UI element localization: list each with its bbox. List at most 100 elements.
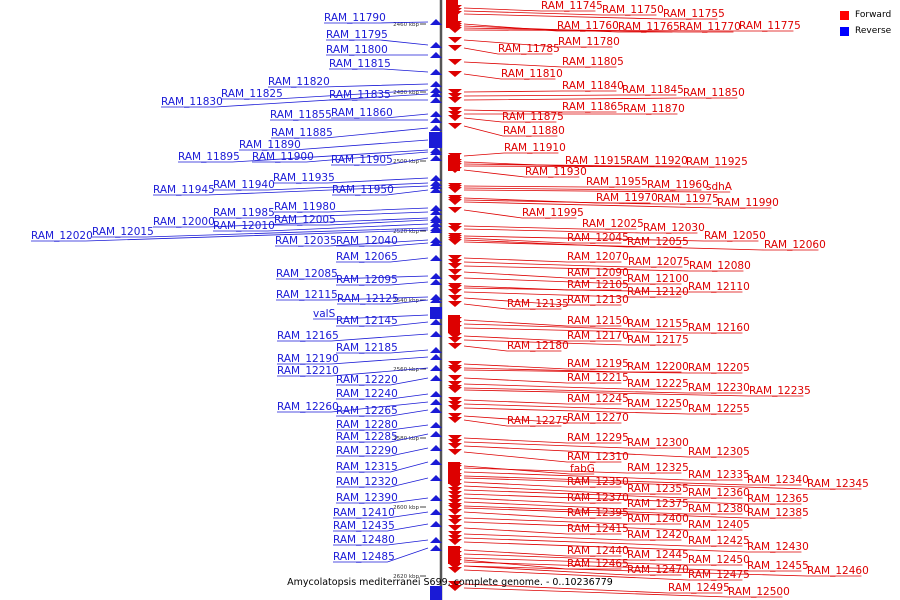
forward-label-connector [463, 7, 596, 12]
forward-gene-arrow [448, 397, 462, 403]
forward-gene-label: RAM_11840 [562, 80, 624, 92]
forward-gene-label: RAM_11995 [522, 207, 584, 219]
reverse-gene-label: RAM_12220 [336, 374, 398, 386]
forward-label-connector [463, 27, 734, 33]
reverse-gene-arrow [430, 149, 442, 155]
forward-gene-label: RAM_11760 [557, 20, 619, 32]
forward-gene-label: RAM_12060 [764, 239, 826, 251]
reverse-label-connector [313, 314, 429, 320]
forward-gene-block [446, 0, 458, 28]
forward-gene-arrow [448, 255, 462, 261]
forward-label-connector [463, 199, 712, 205]
reverse-gene-arrow [430, 187, 442, 193]
reverse-label-connector [277, 401, 429, 413]
forward-label-connector [463, 323, 682, 330]
forward-label-connector [463, 25, 673, 33]
reverse-label-connector [336, 477, 429, 488]
forward-gene-arrow [448, 259, 462, 265]
forward-label-connector [463, 209, 577, 219]
reverse-gene-label: RAM_11800 [326, 44, 388, 56]
forward-label-connector [463, 94, 677, 97]
reverse-gene-arrow [430, 475, 442, 481]
reverse-label-connector [239, 139, 429, 151]
reverse-label-connector [331, 157, 429, 166]
reverse-gene-arrow [430, 391, 442, 397]
forward-gene-label: RAM_12120 [627, 286, 689, 298]
reverse-gene-label: RAM_12115 [276, 289, 338, 301]
reverse-label-connector [274, 219, 429, 226]
reverse-swatch [840, 26, 849, 36]
forward-gene-label: RAM_12440 [567, 545, 629, 557]
forward-gene-label: RAM_11770 [679, 21, 741, 33]
forward-gene-arrow [448, 495, 462, 501]
reverse-gene-label: RAM_12165 [277, 330, 339, 342]
forward-gene-arrow [448, 199, 462, 205]
reverse-gene-label: RAM_12390 [336, 492, 398, 504]
reverse-gene-arrow [430, 399, 442, 405]
reverse-label-connector [333, 523, 429, 532]
forward-label-connector [463, 445, 743, 458]
forward-label-connector [463, 507, 802, 519]
forward-gene-arrow [448, 107, 462, 113]
forward-label-connector [463, 125, 558, 137]
reverse-label-connector [333, 511, 429, 519]
reverse-gene-label: RAM_12410 [333, 507, 395, 519]
forward-gene-label: RAM_12465 [567, 558, 629, 570]
forward-label-connector [463, 152, 559, 157]
forward-label-connector [463, 187, 702, 191]
forward-gene-label: RAM_12350 [567, 476, 629, 488]
forward-label-connector [463, 29, 794, 32]
reverse-label-connector [275, 239, 429, 247]
forward-label-connector [463, 527, 622, 535]
reverse-gene-arrow [430, 255, 442, 261]
reverse-gene-label: RAM_11860 [331, 107, 393, 119]
reverse-label-connector [331, 113, 429, 119]
forward-label-connector [463, 415, 622, 424]
forward-gene-arrow [448, 585, 462, 591]
reverse-label-connector [276, 296, 429, 301]
reverse-gene-arrow [430, 87, 442, 93]
reverse-label-connector [31, 229, 429, 242]
forward-gene-arrow [448, 295, 462, 301]
reverse-gene-label: RAM_12015 [92, 226, 154, 238]
forward-gene-label: RAM_11865 [562, 101, 624, 113]
reverse-gene-label: RAM_11890 [239, 139, 301, 151]
forward-label-connector [463, 565, 682, 576]
reverse-gene-label: RAM_11885 [271, 127, 333, 139]
forward-label-connector [463, 561, 802, 572]
reverse-gene-arrow [430, 273, 442, 279]
forward-gene-label: RAM_12270 [567, 412, 629, 424]
forward-gene-label: RAM_11805 [562, 56, 624, 68]
reverse-gene-arrow [430, 175, 442, 181]
reverse-gene-label: RAM_12435 [333, 520, 395, 532]
forward-label-connector [463, 441, 682, 449]
reverse-gene-arrow [430, 217, 442, 223]
forward-gene-label: RAM_11845 [622, 84, 684, 96]
forward-gene-label: RAM_12370 [567, 492, 629, 504]
forward-gene-label: RAM_12100 [627, 273, 689, 285]
forward-gene-label: RAM_11870 [623, 103, 685, 115]
forward-label-connector [463, 419, 562, 427]
forward-gene-arrow [448, 413, 462, 419]
forward-label-connector [463, 61, 617, 68]
forward-gene-label: RAM_11810 [501, 68, 563, 80]
reverse-gene-label: RAM_12185 [336, 342, 398, 354]
reverse-gene-arrow [430, 155, 442, 161]
forward-label-connector [463, 117, 557, 123]
reverse-gene-label: RAM_11830 [161, 96, 223, 108]
forward-gene-label: RAM_11785 [498, 43, 560, 55]
reverse-gene-arrow [430, 91, 442, 97]
forward-gene-label: RAM_12495 [668, 582, 730, 594]
reverse-label-connector [336, 409, 429, 417]
forward-gene-arrow [448, 519, 462, 525]
forward-gene-label: RAM_12230 [688, 382, 750, 394]
forward-gene-arrow [448, 239, 462, 245]
forward-label-connector [463, 467, 682, 474]
reverse-gene-label: RAM_11950 [332, 184, 394, 196]
forward-gene-label: RAM_12415 [567, 523, 629, 535]
forward-label-connector [463, 201, 772, 209]
forward-gene-arrow [448, 233, 462, 239]
reverse-gene-arrow [430, 69, 442, 75]
forward-label-connector [463, 189, 731, 193]
forward-label-connector [463, 475, 802, 486]
